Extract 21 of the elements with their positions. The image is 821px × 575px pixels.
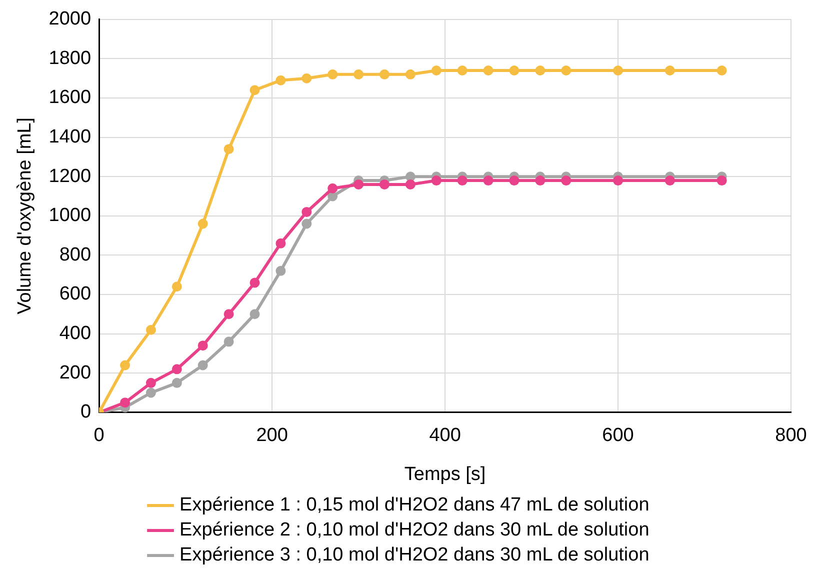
y-tick-label: 1000	[48, 205, 92, 226]
x-tick-label: 400	[429, 425, 461, 446]
y-axis-title: Volume d'oxygène [mL]	[14, 117, 36, 314]
legend-label: Expérience 1 : 0,15 mol d'H2O2 dans 47 mL de solution	[180, 494, 650, 516]
legend-label: Expérience 2 : 0,10 mol d'H2O2 dans 30 mL de solution	[180, 520, 650, 541]
y-tick-label: 1200	[48, 166, 92, 187]
y-tick-label: 1600	[48, 87, 92, 108]
y-tick-label: 200	[59, 362, 92, 384]
x-tick-label: 200	[256, 425, 288, 446]
y-tick-label: 2000	[48, 8, 92, 30]
x-axis-title: Temps [s]	[404, 464, 486, 485]
x-tick-label: 800	[775, 425, 807, 446]
y-tick-label: 600	[59, 284, 92, 305]
y-tick-label: 1400	[48, 126, 92, 148]
y-tick-label: 800	[59, 244, 92, 266]
x-tick-label: 600	[602, 425, 634, 446]
y-tick-label: 0	[80, 402, 92, 423]
y-tick-label: 400	[59, 323, 92, 344]
y-tick-label: 1800	[48, 48, 92, 69]
x-tick-label: 0	[94, 425, 104, 446]
legend-label: Expérience 3 : 0,10 mol d'H2O2 dans 30 mL de solution	[180, 544, 650, 566]
